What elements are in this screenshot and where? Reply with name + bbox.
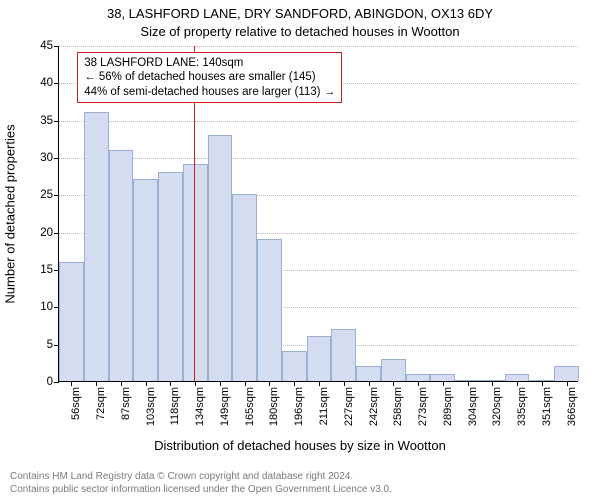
bar: [282, 351, 307, 381]
chart-title-line1: 38, LASHFORD LANE, DRY SANDFORD, ABINGDO…: [0, 6, 600, 21]
gridline: [59, 46, 578, 47]
xtick-label: 273sqm: [417, 387, 429, 426]
xtick-label: 134sqm: [194, 387, 206, 426]
bar: [480, 380, 505, 381]
footer-attribution: Contains HM Land Registry data © Crown c…: [10, 471, 392, 496]
annotation-box: 38 LASHFORD LANE: 140sqm← 56% of detache…: [77, 52, 342, 103]
bar: [505, 374, 530, 381]
bar: [109, 150, 134, 381]
ytick-label: 30: [40, 152, 59, 164]
x-axis-label: Distribution of detached houses by size …: [0, 438, 600, 453]
xtick-mark: [517, 381, 518, 386]
xtick-label: 335sqm: [516, 387, 528, 426]
bar: [554, 366, 579, 381]
xtick-mark: [71, 381, 72, 386]
footer-line-1: Contains HM Land Registry data © Crown c…: [10, 471, 392, 484]
bar: [381, 359, 406, 381]
figure: 38, LASHFORD LANE, DRY SANDFORD, ABINGDO…: [0, 0, 600, 500]
gridline: [59, 158, 578, 159]
bar: [455, 380, 480, 381]
bar: [356, 366, 381, 381]
annotation-line-1: 38 LASHFORD LANE: 140sqm: [84, 56, 335, 70]
ytick-label: 45: [40, 40, 59, 52]
xtick-mark: [369, 381, 370, 386]
xtick-mark: [468, 381, 469, 386]
annotation-line-2: ← 56% of detached houses are smaller (14…: [84, 70, 335, 84]
xtick-mark: [418, 381, 419, 386]
xtick-mark: [220, 381, 221, 386]
bar: [307, 336, 332, 381]
ytick-label: 40: [40, 77, 59, 89]
xtick-label: 149sqm: [219, 387, 231, 426]
y-axis-label: Number of detached properties: [3, 124, 18, 303]
xtick-label: 165sqm: [244, 387, 256, 426]
xtick-mark: [567, 381, 568, 386]
xtick-mark: [319, 381, 320, 386]
xtick-label: 227sqm: [343, 387, 355, 426]
xtick-mark: [294, 381, 295, 386]
xtick-label: 366sqm: [566, 387, 578, 426]
xtick-label: 56sqm: [70, 387, 82, 420]
xtick-mark: [393, 381, 394, 386]
annotation-line-3: 44% of semi-detached houses are larger (…: [84, 85, 335, 99]
xtick-label: 258sqm: [392, 387, 404, 426]
bar: [59, 262, 84, 381]
xtick-mark: [344, 381, 345, 386]
bar: [183, 164, 208, 381]
xtick-mark: [146, 381, 147, 386]
xtick-label: 118sqm: [169, 387, 181, 425]
xtick-label: 304sqm: [467, 387, 479, 426]
bar: [232, 194, 257, 381]
ytick-label: 10: [40, 301, 59, 313]
xtick-label: 351sqm: [541, 387, 553, 426]
xtick-label: 320sqm: [491, 387, 503, 426]
xtick-label: 103sqm: [145, 387, 157, 426]
plot-area: 05101520253035404556sqm72sqm87sqm103sqm1…: [58, 46, 578, 382]
xtick-label: 72sqm: [95, 387, 107, 420]
bar: [133, 179, 158, 381]
xtick-mark: [121, 381, 122, 386]
ytick-label: 35: [40, 115, 59, 127]
ytick-label: 15: [40, 264, 59, 276]
bar: [158, 172, 183, 381]
xtick-mark: [245, 381, 246, 386]
bar: [208, 135, 233, 381]
xtick-mark: [492, 381, 493, 386]
xtick-mark: [269, 381, 270, 386]
bar: [430, 374, 455, 381]
xtick-mark: [542, 381, 543, 386]
xtick-label: 211sqm: [318, 387, 330, 425]
bar: [84, 112, 109, 381]
ytick-label: 5: [47, 339, 59, 351]
xtick-mark: [170, 381, 171, 386]
footer-line-2: Contains public sector information licen…: [10, 484, 392, 497]
ytick-label: 25: [40, 189, 59, 201]
bar: [406, 374, 431, 381]
bar: [529, 380, 554, 381]
ytick-label: 20: [40, 227, 59, 239]
ytick-label: 0: [47, 376, 59, 388]
xtick-label: 180sqm: [268, 387, 280, 426]
xtick-label: 196sqm: [293, 387, 305, 426]
xtick-mark: [443, 381, 444, 386]
bar: [257, 239, 282, 381]
xtick-label: 242sqm: [368, 387, 380, 426]
xtick-label: 87sqm: [120, 387, 132, 420]
xtick-mark: [96, 381, 97, 386]
xtick-mark: [195, 381, 196, 386]
gridline: [59, 121, 578, 122]
chart-title-line2: Size of property relative to detached ho…: [0, 24, 600, 39]
bar: [331, 329, 356, 381]
xtick-label: 289sqm: [442, 387, 454, 426]
